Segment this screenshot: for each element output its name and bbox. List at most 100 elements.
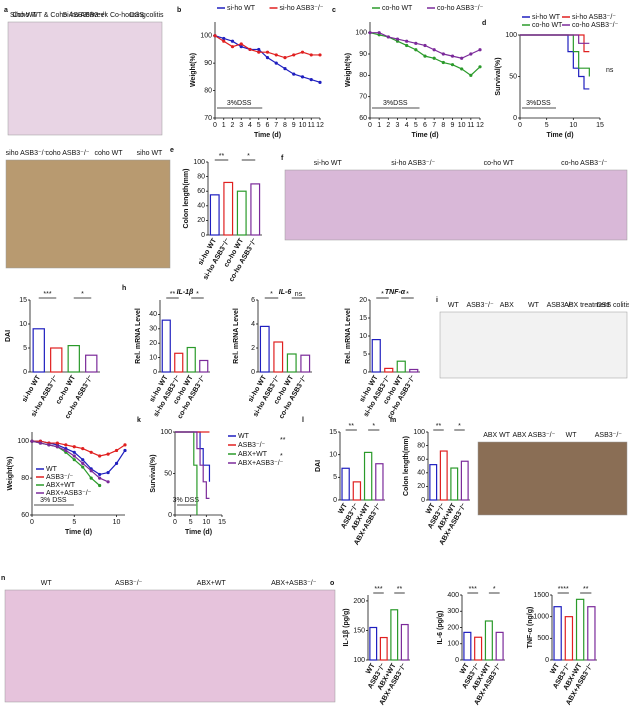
y-tick-label: 10 [149,354,157,361]
y-tick-label: 15 [19,297,27,304]
data-point [222,36,226,41]
data-point [55,445,59,449]
legend-label: si-ho WT [227,5,256,12]
y-tick-label: 100 [17,438,29,445]
y-tick-label: 60 [359,115,367,122]
y-tick-label: 5 [333,474,337,481]
data-point [222,39,226,43]
y-tick-label: 80 [197,173,205,180]
x-tick-label: WT [365,662,377,676]
data-point [292,72,296,76]
x-tick-label: 3 [396,122,400,129]
bar [363,451,373,501]
x-tick-label: 0 [518,122,522,129]
data-point [64,443,68,447]
y-tick-label: 60 [417,456,425,463]
x-tick-label: 4 [405,122,409,129]
y-tick-label: 1000 [533,614,549,621]
significance: ns [606,67,614,74]
y-tick-label: 10 [329,452,337,459]
panel-label: n [1,575,5,582]
data-point [423,54,427,58]
y-axis-label: IL-6 (pg/g) [437,611,444,645]
y-axis-label: DAI [315,460,322,472]
legend-label: ABX+ASB3⁻/⁻ [46,490,92,497]
data-point [265,50,270,54]
image-label: ASB3⁻/⁻ [547,302,575,309]
x-tick-label: 10 [202,519,210,526]
y-tick-label: 200 [353,598,365,605]
y-tick-label: 90 [359,51,367,58]
y-tick-label: 100 [200,33,212,40]
data-point [72,445,76,449]
significance: ** [436,423,442,430]
data-point [441,52,445,56]
image-label: WT [528,302,540,309]
significance: * [458,423,461,430]
y-tick-label: 0 [455,657,459,664]
bar [369,626,378,661]
data-point [47,443,51,447]
y-tick-label: 0 [545,657,549,664]
bar [199,359,209,373]
legend-label: co-ho WT [532,22,563,29]
panel-label: k [137,417,141,424]
y-tick-label: 10 [359,333,367,340]
significance: * [270,291,273,298]
x-tick-label: 5 [72,519,76,526]
image-label: ABX [500,302,514,309]
data-point [89,469,93,473]
significance: ** [349,423,355,430]
x-tick-label: 10 [569,122,577,129]
y-tick-label: 20 [149,340,157,347]
image-panel [439,311,628,379]
data-point [395,37,400,41]
panel-label: h [122,285,126,292]
y-tick-label: 60 [197,188,205,195]
significance: *** [43,291,51,298]
data-point [106,452,110,456]
significance: ** [280,437,286,444]
bar [273,341,284,373]
y-tick-label: 100 [193,159,205,166]
x-tick-label: 10 [458,122,466,129]
data-point [469,73,473,77]
data-point [432,48,436,52]
x-tick-label: 0 [213,122,217,129]
bar [575,598,585,661]
x-tick-label: WT [337,502,349,516]
panel-label: a [4,7,8,14]
data-point [89,476,93,480]
panel-label: b [177,7,181,14]
image-label: coho ASB3⁻/⁻ [46,150,90,157]
x-tick-label: 1 [377,122,381,129]
image-label: DSS colitis [597,302,629,309]
data-point [386,35,390,39]
y-tick-label: 6 [251,297,255,304]
x-axis-label: Time (d) [65,529,92,536]
y-tick-label: 0 [251,369,255,376]
y-tick-label: 0 [363,369,367,376]
data-point [30,439,34,443]
y-axis-label: Colon length(mm) [183,169,190,229]
data-point [72,454,76,458]
x-tick-label: 10 [113,519,121,526]
x-tick-label: 0 [368,122,372,129]
x-tick-label: 11 [467,122,474,129]
x-tick-label: WT [459,662,471,676]
data-point [114,448,119,453]
image-label: si-ho ASB3⁻/⁻ [391,160,435,167]
bar [161,319,171,373]
data-point [98,472,102,477]
x-tick-label: 12 [476,122,484,129]
significance: * [196,291,199,298]
y-tick-label: 100 [355,30,367,37]
chart-title: IL-1β [177,289,194,296]
data-point [423,43,427,48]
data-point [450,63,455,67]
legend-label: ABX+WT [238,451,268,458]
data-point [300,50,305,54]
legend-label: ASB3⁻/⁻ [238,442,266,449]
image-label: ASB3⁻/⁻ [466,302,494,309]
x-tick-label: 8 [283,122,287,129]
